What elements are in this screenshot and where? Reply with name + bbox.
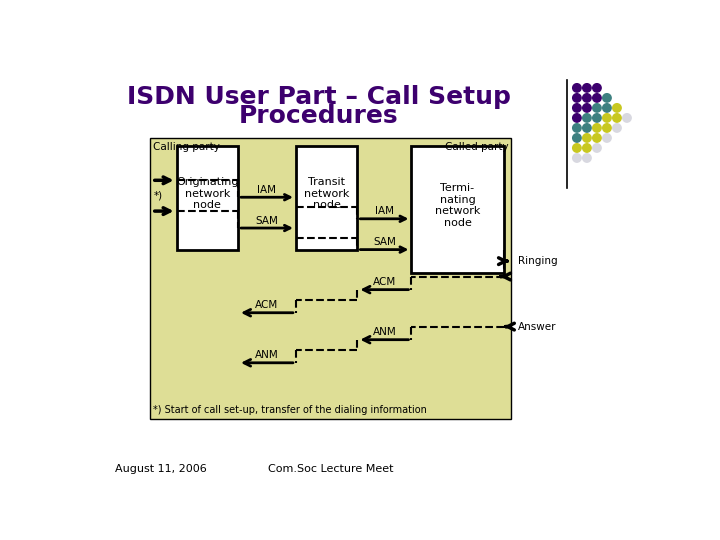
Text: SAM: SAM [373,237,396,247]
Text: Answer: Answer [518,322,556,332]
Text: IAM: IAM [258,185,276,195]
Circle shape [572,124,581,132]
Circle shape [572,93,581,102]
Text: August 11, 2006: August 11, 2006 [115,464,207,474]
Circle shape [613,104,621,112]
Circle shape [582,114,591,122]
Circle shape [572,84,581,92]
Circle shape [593,134,601,142]
Circle shape [623,114,631,122]
Circle shape [572,114,581,122]
Circle shape [613,114,621,122]
Text: Calling party: Calling party [153,142,220,152]
Text: ISDN User Part – Call Setup: ISDN User Part – Call Setup [127,85,511,109]
Circle shape [603,134,611,142]
Circle shape [582,84,591,92]
Circle shape [582,144,591,152]
Text: *): *) [154,191,163,201]
Circle shape [582,124,591,132]
Circle shape [603,104,611,112]
Text: Transit
network
node: Transit network node [304,177,349,211]
Circle shape [593,93,601,102]
Circle shape [593,104,601,112]
Circle shape [603,114,611,122]
Text: *) Start of call set-up, transfer of the dialing information: *) Start of call set-up, transfer of the… [153,405,426,415]
Circle shape [603,93,611,102]
Circle shape [582,134,591,142]
Circle shape [582,93,591,102]
Text: IAM: IAM [375,206,394,217]
Text: Com.Soc Lecture Meet: Com.Soc Lecture Meet [268,464,393,474]
Circle shape [593,124,601,132]
Circle shape [572,104,581,112]
Circle shape [572,134,581,142]
Circle shape [593,144,601,152]
Circle shape [593,84,601,92]
Text: Called party: Called party [445,142,508,152]
Circle shape [572,144,581,152]
Text: ANM: ANM [372,327,396,338]
Circle shape [593,114,601,122]
Circle shape [572,154,581,162]
Text: SAM: SAM [256,215,279,226]
Text: Ringing: Ringing [518,256,557,266]
Bar [150,138,511,419]
Circle shape [613,124,621,132]
Text: ANM: ANM [255,350,279,361]
Bar [296,146,357,249]
Text: Termi-
nating
network
node: Termi- nating network node [435,183,480,228]
Circle shape [582,154,591,162]
Bar [176,146,238,249]
Circle shape [582,104,591,112]
Text: Procedures: Procedures [239,104,399,127]
Text: Originating
network
node: Originating network node [176,177,238,211]
Text: ACM: ACM [373,278,396,287]
Text: ACM: ACM [256,300,279,310]
Circle shape [603,124,611,132]
Bar [411,146,504,273]
